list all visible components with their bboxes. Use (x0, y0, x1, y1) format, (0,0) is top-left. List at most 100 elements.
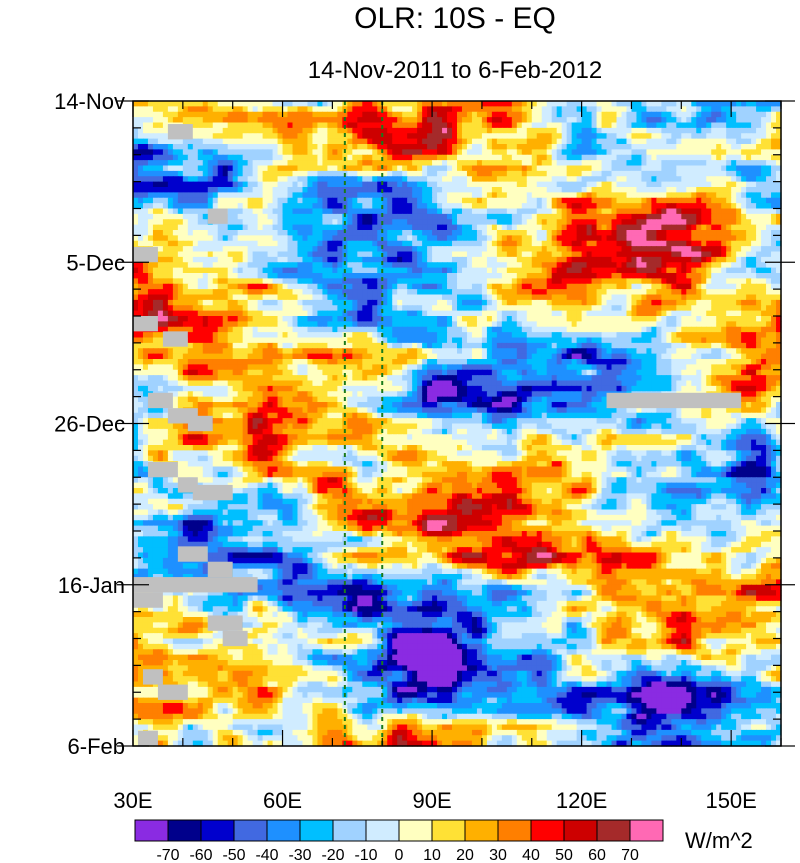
field-cell (696, 278, 702, 285)
field-cell (626, 106, 633, 113)
field-cell (461, 267, 468, 274)
field-cell (596, 203, 603, 210)
field-cell (531, 192, 538, 199)
field-cell (461, 203, 468, 210)
field-cell (172, 117, 179, 124)
field-cell (736, 289, 742, 296)
field-cell (666, 203, 672, 210)
field-cell (481, 289, 488, 296)
field-cell (267, 187, 274, 193)
field-cell (736, 278, 742, 285)
field-cell (202, 273, 209, 279)
field-cell (566, 181, 573, 188)
olr-field (133, 101, 782, 747)
field-cell (506, 192, 513, 199)
field-cell (362, 192, 368, 199)
field-cell (686, 262, 692, 269)
field-cell (397, 170, 403, 177)
field-cell (302, 208, 309, 215)
field-cell (382, 289, 388, 296)
field-cell (521, 127, 528, 134)
field-cell (476, 111, 483, 118)
field-cell (556, 187, 563, 193)
field-cell (461, 149, 468, 156)
field-cell (521, 299, 528, 306)
field-cell (377, 176, 383, 183)
field-cell (656, 251, 662, 258)
field-cell (631, 133, 638, 140)
field-cell (726, 273, 732, 279)
field-cell (546, 197, 553, 204)
field-cell (337, 262, 343, 269)
field-cell (576, 181, 583, 188)
field-cell (227, 305, 234, 312)
field-cell (367, 256, 373, 263)
field-cell (267, 240, 274, 247)
field-cell (686, 106, 692, 113)
field-cell (182, 170, 189, 177)
field-cell (437, 294, 443, 301)
field-cell (447, 154, 453, 161)
field-cell (521, 192, 528, 199)
field-cell (257, 133, 264, 140)
field-cell (576, 203, 583, 210)
field-cell (417, 149, 423, 156)
field-cell (486, 133, 493, 140)
field-cell (701, 299, 707, 306)
field-cell (227, 154, 234, 161)
field-cell (422, 181, 428, 188)
field-cell (162, 176, 169, 183)
field-cell (142, 122, 149, 129)
field-cell (382, 144, 388, 150)
field-cell (412, 154, 418, 161)
field-cell (197, 106, 204, 113)
field-cell (616, 127, 623, 134)
field-cell (696, 117, 702, 124)
field-cell (272, 246, 279, 253)
field-cell (322, 278, 328, 285)
field-cell (167, 294, 174, 301)
field-cell (147, 283, 154, 290)
field-cell (317, 289, 324, 296)
field-cell (217, 160, 224, 167)
field-cell (407, 117, 413, 124)
field-cell (566, 192, 573, 199)
field-cell (466, 122, 473, 129)
field-cell (571, 181, 578, 188)
field-cell (571, 278, 578, 285)
field-cell (297, 160, 304, 167)
field-cell (292, 187, 299, 193)
field-cell (681, 294, 687, 301)
field-cell (177, 289, 184, 296)
field-cell (591, 256, 598, 263)
field-cell (486, 294, 493, 301)
field-cell (541, 149, 548, 156)
field-cell (731, 192, 737, 199)
field-cell (252, 181, 259, 188)
field-cell (327, 294, 333, 301)
field-cell (337, 240, 343, 247)
field-cell (691, 187, 697, 193)
field-cell (457, 262, 463, 269)
field-cell (212, 165, 219, 172)
field-cell (357, 224, 363, 231)
field-cell (447, 122, 453, 129)
field-cell (561, 240, 568, 247)
field-cell (571, 101, 578, 107)
field-cell (322, 235, 328, 242)
field-cell (197, 213, 204, 220)
field-cell (551, 160, 558, 167)
field-cell (392, 208, 398, 215)
field-cell (651, 192, 657, 199)
field-cell (247, 235, 254, 242)
field-cell (581, 230, 588, 236)
field-cell (437, 187, 443, 193)
field-cell (257, 278, 264, 285)
field-cell (217, 294, 224, 301)
field-cell (506, 127, 513, 134)
field-cell (736, 299, 742, 306)
field-cell (157, 127, 164, 134)
field-cell (696, 240, 702, 247)
field-cell (776, 240, 782, 247)
field-cell (461, 101, 468, 107)
